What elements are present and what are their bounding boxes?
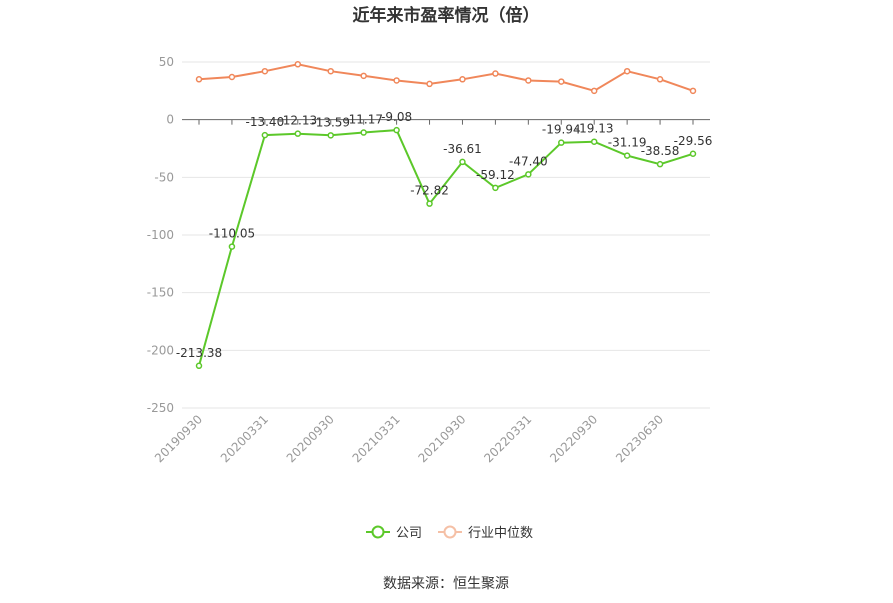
data-point [393,126,400,134]
legend-marker [371,525,385,539]
data-point [426,80,433,88]
data-point [360,129,367,136]
data-point [525,77,532,84]
data-point [294,61,302,68]
chart-title: 近年来市盈率情况（倍） [353,5,540,26]
legend-label: 公司 [396,526,422,541]
data-label: -19.13 [575,122,614,136]
data-point [294,130,302,137]
y-tick-label: -100 [147,228,174,242]
data-point [623,67,631,75]
data-point [623,152,631,159]
data-label: -19.94 [542,123,581,137]
data-point [360,72,367,80]
data-point [558,139,565,146]
series-layer [195,61,697,370]
data-point [590,87,598,95]
data-point [426,200,433,207]
x-tick-label: 20200331 [218,412,271,465]
data-point [393,77,400,84]
data-label: -31.19 [608,136,647,150]
x-tick-label: 20210331 [350,412,403,465]
legend: 公司 行业中位数 [366,525,533,541]
data-point [492,70,499,77]
data-point [492,184,499,192]
data-label: -9.08 [381,110,412,124]
data-point [656,160,664,168]
data-point [261,131,269,139]
data-point [459,76,466,83]
data-point [525,171,532,178]
data-point [228,73,236,81]
data-point [327,132,334,139]
source-note: 数据来源：恒生聚源 [383,576,509,592]
data-point [195,76,203,83]
data-point [195,362,203,370]
data-labels: -213.38 -110.05 -13.40-12.13-13.59-11.17-9… [176,110,713,360]
legend-marker [443,525,457,539]
y-tick-label: -200 [147,343,174,357]
x-tick-label: 20210930 [415,412,468,465]
y-tick-label: -250 [147,401,174,415]
series-line-company [198,129,694,367]
x-tick-label: 20190930 [152,412,205,465]
data-point [689,87,697,95]
x-tick-label: 20230630 [613,412,666,465]
data-label: -47.40 [509,154,548,168]
data-label: -29.56 [674,134,713,148]
data-label: -110.05 [209,227,255,241]
data-point [689,150,697,158]
data-label: -12.13 [278,114,317,128]
data-label: -13.59 [311,115,350,129]
data-label: -213.38 [176,346,222,360]
data-label: -11.17 [344,113,383,127]
series-line-industry-median [198,63,694,92]
data-point [590,138,598,145]
grid-lines [182,61,710,409]
x-tick-label: 20220331 [481,412,534,465]
data-point [459,158,466,166]
x-tick-label: 20200930 [284,412,337,465]
data-point [228,243,236,250]
x-tick-label: 20220930 [547,412,600,465]
data-label: -72.82 [410,184,449,198]
y-tick-label: -150 [147,286,174,300]
y-tick-label: 0 [166,113,174,127]
data-point [656,76,664,83]
legend-label: 行业中位数 [468,526,533,541]
data-label: -38.58 [641,144,680,158]
data-point [261,67,269,75]
data-point [327,67,334,75]
data-label: -59.12 [476,168,515,182]
data-point [558,78,565,85]
data-label: -13.40 [246,115,285,129]
y-tick-label: -50 [154,170,174,184]
data-label: -36.61 [443,142,482,156]
y-tick-label: 50 [159,55,174,69]
